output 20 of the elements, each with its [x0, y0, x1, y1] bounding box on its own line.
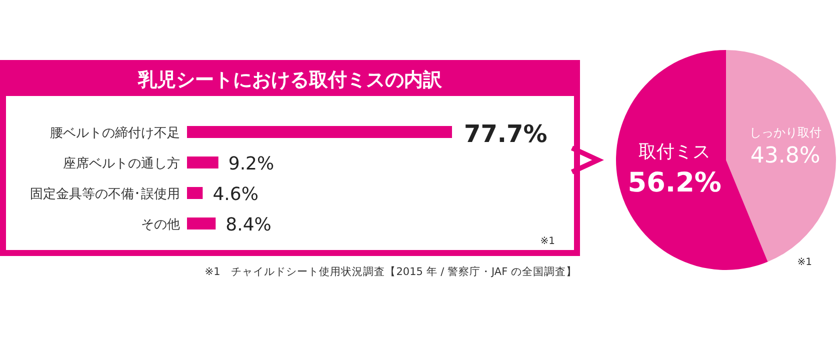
bar: [187, 187, 203, 199]
text: ※1: [797, 257, 812, 268]
data-label: 77.7%: [464, 120, 548, 148]
slice-label: しっかり取付: [749, 125, 822, 140]
data-label: 9.2%: [228, 154, 274, 174]
data-label: 43.8%: [750, 143, 820, 168]
y-tick-label: 腰ベルトの締付け不足: [50, 126, 180, 141]
data-label: 56.2%: [628, 168, 722, 199]
data-label: 8.4%: [226, 214, 272, 236]
y-tick-label: その他: [141, 218, 180, 232]
chart-title: 乳児シートにおける取付ミスの内訳: [137, 69, 443, 91]
data-label: 4.6%: [212, 184, 258, 205]
bar: [187, 218, 216, 230]
bar: [187, 126, 452, 138]
legend-label: 取付ミス: [638, 142, 711, 163]
y-tick-label: 座席ベルトの通し方: [63, 156, 180, 172]
y-tick-label: 固定金具等の不備･誤使用: [30, 187, 180, 202]
bar: [187, 156, 218, 168]
text: ※1: [540, 236, 555, 247]
text: ※1 チャイルドシート使用状況調査【2015 年 / 警察庁・JAF の全国調査】: [204, 265, 577, 278]
